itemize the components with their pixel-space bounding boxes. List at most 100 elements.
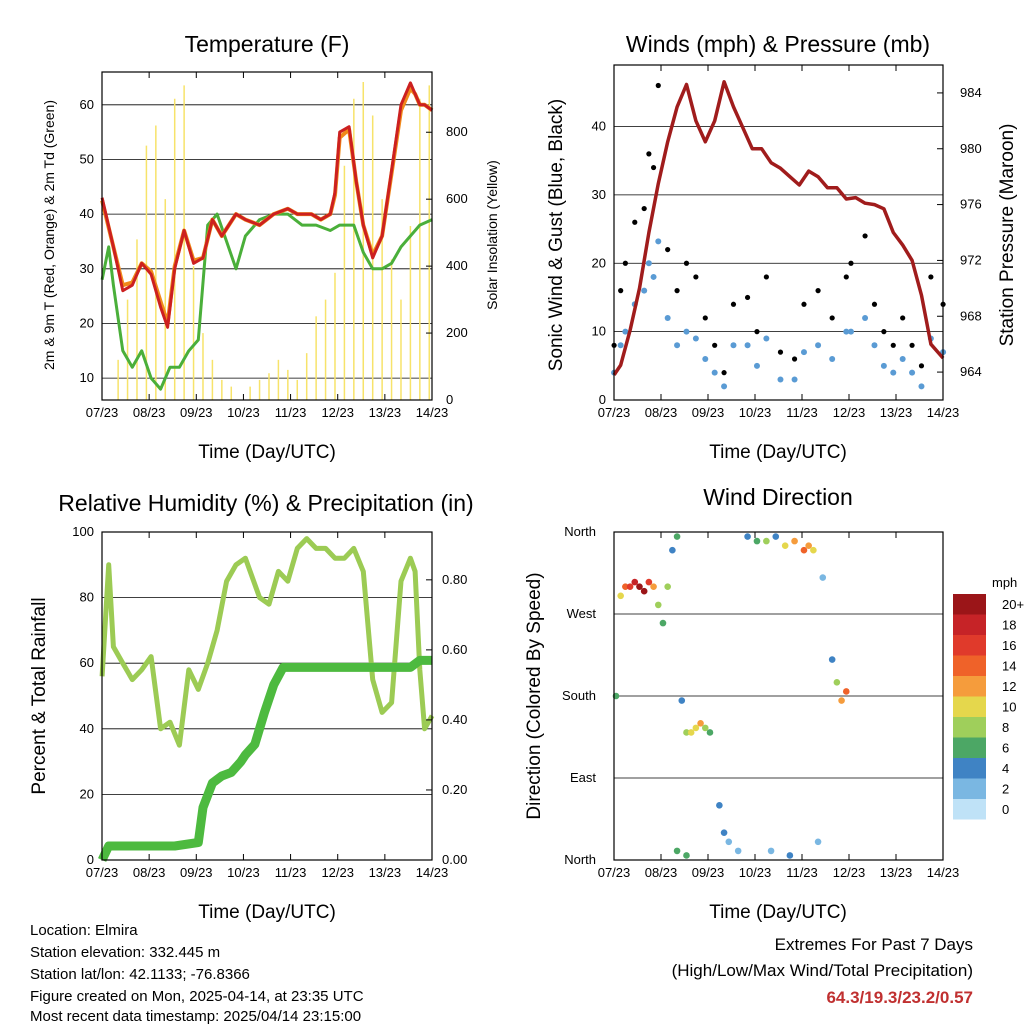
x-tick-label: 09/23 <box>692 405 725 420</box>
direction-point <box>814 838 822 846</box>
wind-point <box>664 314 671 321</box>
direction-axes: 07/23 08/23 09/23 10/23 11/23 12/23 13/23 14/23… <box>562 524 959 880</box>
x-tick-label: 07/23 <box>598 405 631 420</box>
direction-point <box>753 537 761 545</box>
wind-point <box>815 342 822 349</box>
x-tick-label: 12/23 <box>833 405 866 420</box>
direction-point <box>654 601 662 609</box>
x-tick-label: 11/23 <box>275 865 307 880</box>
speed-legend: mph 20+ 18 16 14 12 10 8 6 4 2 0 <box>953 575 1024 820</box>
x-tick-label: 13/23 <box>369 865 402 880</box>
legend-title: mph <box>992 575 1017 590</box>
x-tick-label: 07/23 <box>86 405 119 420</box>
wind-point <box>622 328 629 335</box>
x-tick-label: 11/23 <box>786 865 818 880</box>
wind-point <box>641 287 648 294</box>
y-tick-label-right: 0.20 <box>442 782 467 797</box>
direction-point <box>720 829 728 836</box>
direction-title: Wind Direction <box>703 484 853 510</box>
y-tick-label: 40 <box>80 206 94 221</box>
legend-swatch <box>953 696 986 717</box>
panel-temperature: Temperature (F) 07/23 08/23 09/23 10/23 11/2… <box>41 31 500 463</box>
direction-point <box>706 729 714 736</box>
humidity-axes: 07/23 08/23 09/23 10/23 11/23 12/23 13/23 14/23… <box>72 524 467 880</box>
temperature-title: Temperature (F) <box>185 31 350 57</box>
y-tick-label: 20 <box>80 315 94 330</box>
plot-frame <box>613 64 944 401</box>
x-tick-label: 08/23 <box>133 405 166 420</box>
wind-point <box>692 335 699 342</box>
x-tick-label: 12/23 <box>321 405 354 420</box>
direction-point <box>828 656 836 663</box>
wind-point <box>753 362 760 369</box>
legend-swatch <box>953 676 986 697</box>
legend-label: 0 <box>1002 802 1009 817</box>
y-tick-label-right: 0.40 <box>442 712 467 727</box>
x-tick-label: 09/23 <box>692 865 725 880</box>
legend-swatch <box>953 594 986 615</box>
wind-point <box>899 355 906 362</box>
x-tick-label: 13/23 <box>880 405 913 420</box>
gust-point <box>730 301 737 307</box>
legend-swatch <box>953 655 986 676</box>
y-tick-label: 10 <box>80 370 94 385</box>
wind-point <box>890 369 897 376</box>
wind-point <box>683 328 690 335</box>
gust-point <box>890 342 896 348</box>
y-tick-label-right: 964 <box>960 364 982 379</box>
x-tick-label: 08/23 <box>645 865 678 880</box>
gust-point <box>848 260 854 266</box>
y-tick-label: 0 <box>599 392 606 407</box>
x-tick-label: 10/23 <box>227 865 260 880</box>
gust-point <box>791 356 798 362</box>
gust-point <box>843 274 849 280</box>
gust-point <box>918 363 925 369</box>
y-tick-label-right: 400 <box>446 258 468 273</box>
direction-point <box>617 592 624 600</box>
gust-point <box>632 219 638 225</box>
y-tick-label: 40 <box>80 721 94 736</box>
gust-point <box>881 329 887 335</box>
direction-points <box>612 533 850 859</box>
winds-ylabel-right: Station Pressure (Maroon) <box>997 124 1018 347</box>
y-category-label: East <box>570 770 596 785</box>
y-tick-label-right: 200 <box>446 325 468 340</box>
gust-point <box>928 274 934 280</box>
winds-series <box>611 80 947 390</box>
y-category-label: South <box>562 688 596 703</box>
gust-point <box>655 82 661 89</box>
legend-label: 8 <box>1002 720 1009 735</box>
winds-axes: 07/23 08/23 09/23 10/23 11/23 12/23 13/23 14/23… <box>592 64 982 420</box>
humidity-title: Relative Humidity (%) & Precipitation (i… <box>58 490 473 516</box>
y-tick-label-right: 972 <box>960 252 982 267</box>
info-location: Location: Elmira <box>30 922 138 939</box>
gust-point <box>665 246 671 253</box>
wind-point <box>880 362 887 369</box>
panel-wind-direction: Wind Direction 07/23 08/23 09/23 10/23 11/23… <box>524 484 1024 923</box>
gust-point <box>909 342 915 348</box>
direction-point <box>716 802 723 809</box>
gust-point <box>712 342 718 348</box>
y-tick-label: 40 <box>592 119 606 134</box>
direction-point <box>772 533 780 540</box>
y-tick-label-right: 980 <box>960 141 982 156</box>
y-tick-label: 50 <box>80 151 94 166</box>
direction-point <box>640 587 648 595</box>
plot-frame <box>613 531 944 861</box>
gust-point <box>801 301 807 307</box>
x-tick-label: 14/23 <box>416 865 449 880</box>
wind-point <box>711 369 718 376</box>
y-category-label: North <box>564 852 596 867</box>
gust-point <box>683 260 690 266</box>
wind-point <box>918 383 925 390</box>
gust-point <box>815 288 821 294</box>
direction-point <box>626 583 634 590</box>
y-tick-label-right: 800 <box>446 124 468 139</box>
panel-winds-pressure: Winds (mph) & Pressure (mb) 07/23 08/23 09… <box>546 31 1018 463</box>
direction-point <box>697 720 704 727</box>
y-tick-label-right: 0 <box>446 392 453 407</box>
winds-xlabel: Time (Day/UTC) <box>709 442 847 463</box>
direction-point <box>819 574 827 581</box>
plot-frame <box>101 71 433 401</box>
info-latlon: Station lat/lon: 42.1133; -76.8366 <box>30 966 250 983</box>
